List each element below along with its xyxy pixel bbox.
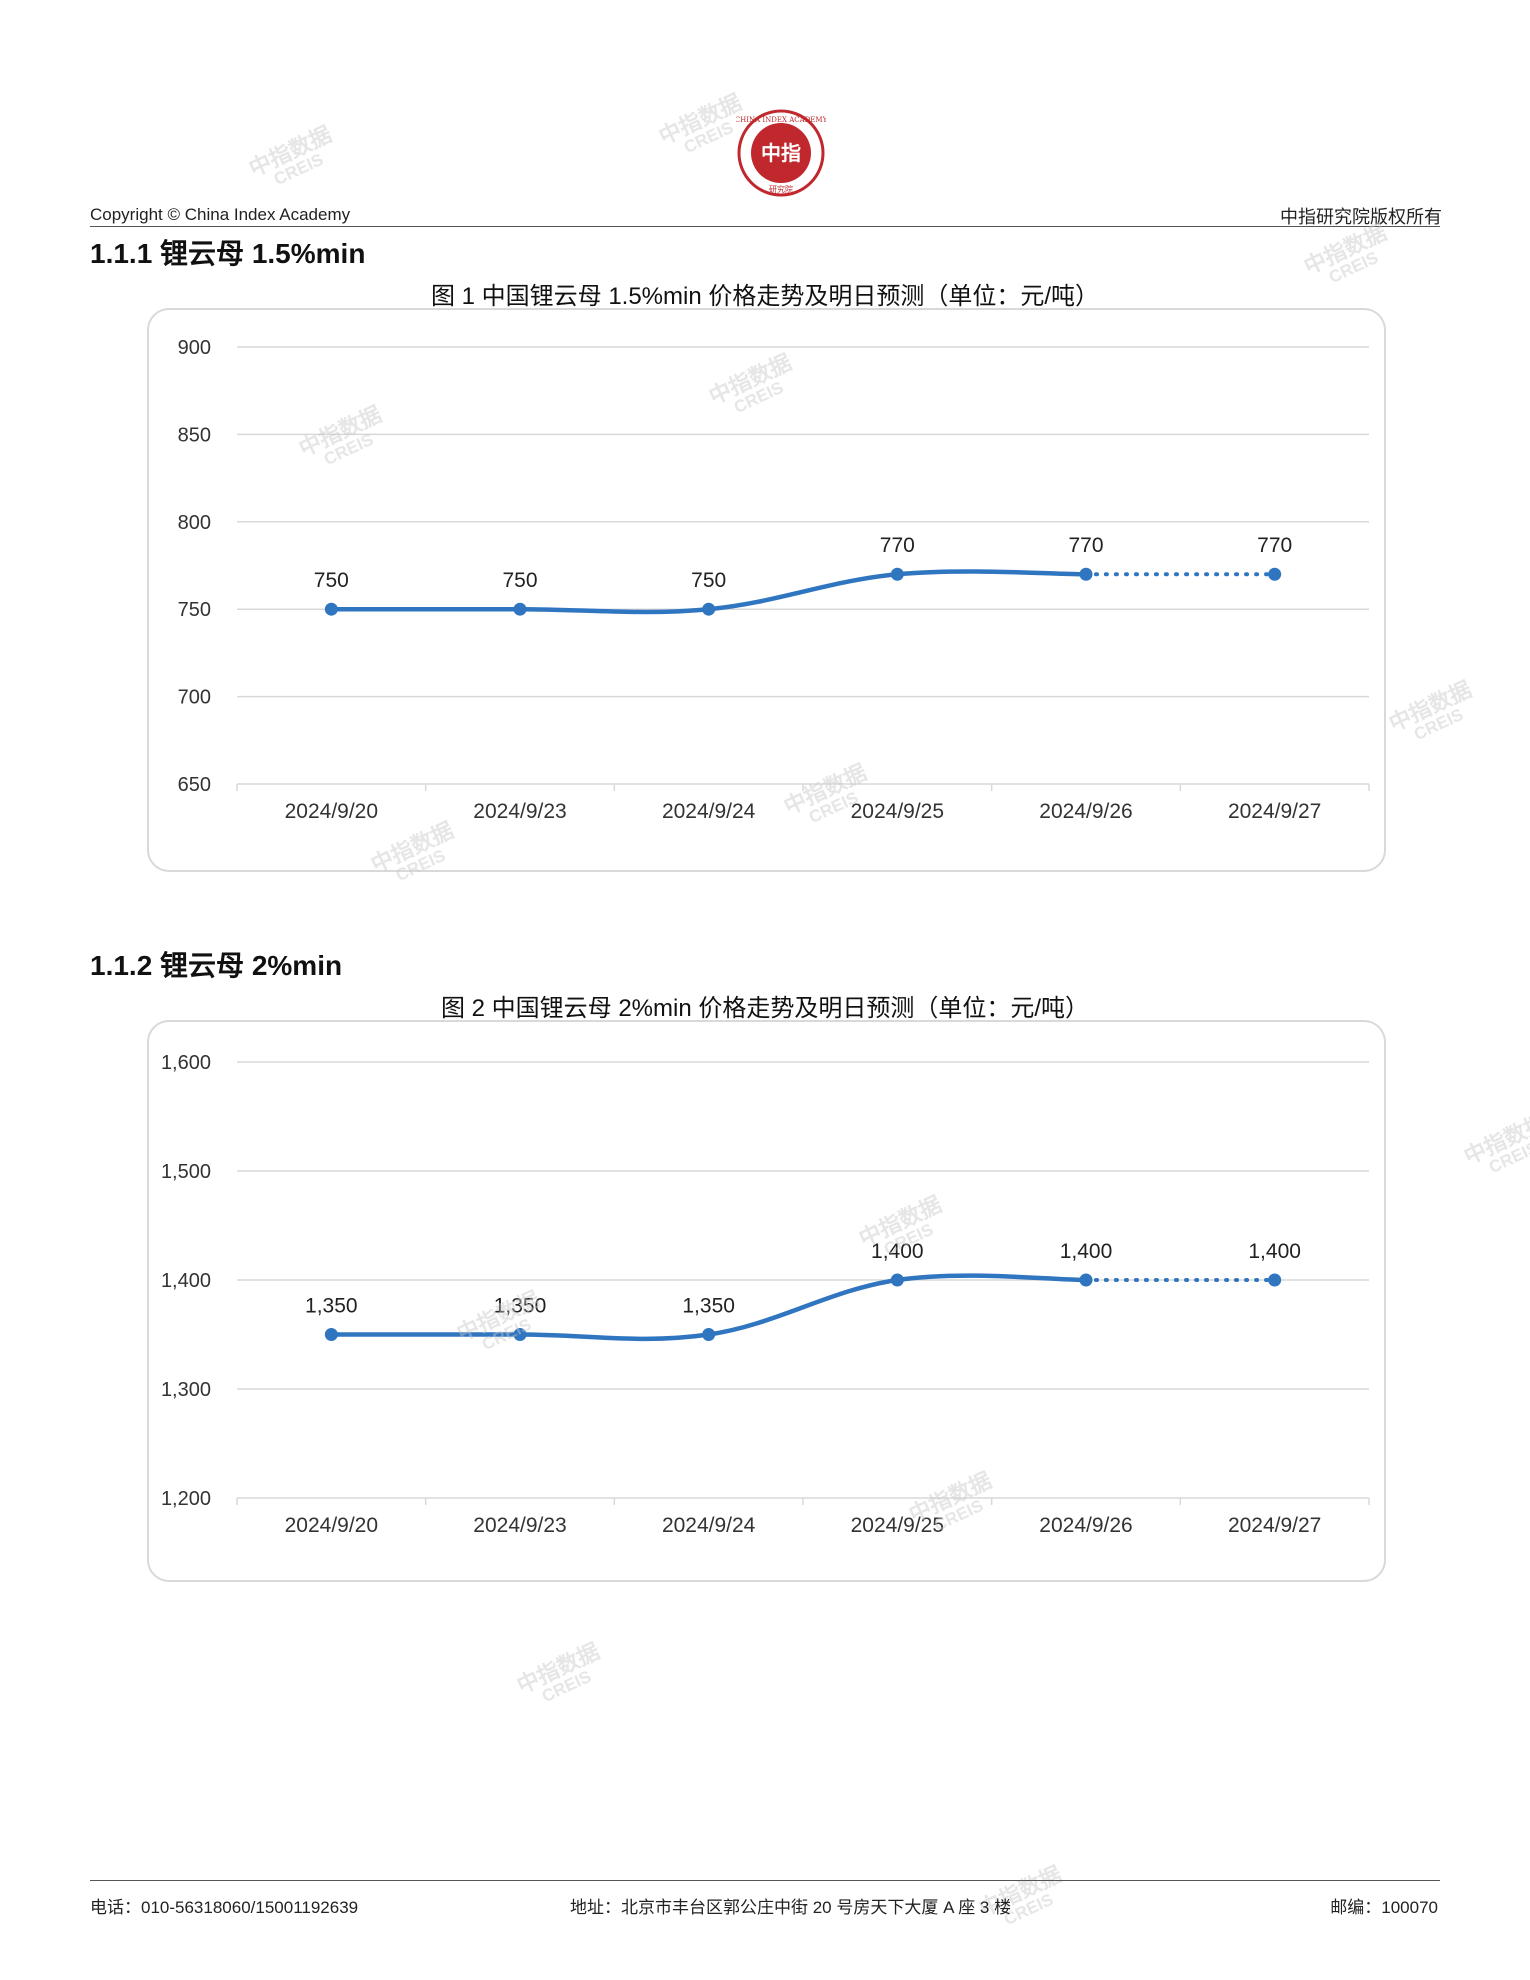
data-label: 770 [1068, 534, 1103, 557]
data-point [324, 602, 338, 616]
x-tick-label: 2024/9/20 [285, 1514, 378, 1537]
data-point [890, 1273, 904, 1287]
chart-2: 1,200 1,300 1,400 1,500 1,600 2024/9/20 2024/9… [147, 1020, 1386, 1582]
footer-divider [90, 1880, 1440, 1881]
section-heading-2: 1.1.2 锂云母 2%min [90, 950, 343, 981]
data-point [702, 602, 716, 616]
x-tick-label: 2024/9/20 [285, 800, 378, 823]
watermark: 中指数据 CREIS [513, 1638, 604, 1707]
y-tick-label: 650 [178, 774, 211, 796]
china-index-academy-logo: CHINA INDEX ACADEMY 中指 研究院 [735, 108, 828, 198]
watermark: 中指数据 CREIS [1460, 1109, 1530, 1178]
footer-postcode: 邮编：100070 [1330, 1898, 1438, 1917]
x-tick-label: 2024/9/23 [473, 1514, 566, 1537]
chart-2-svg: 1,200 1,300 1,400 1,500 1,600 2024/9/20 2024/9… [161, 1052, 1370, 1537]
chart-1-svg: 650 700 750 800 850 900 2024/9/20 2024/9/23 2024… [178, 337, 1370, 823]
x-tick-label: 2024/9/27 [1228, 1514, 1321, 1537]
data-point [1079, 1273, 1093, 1287]
y-tick-label: 1,200 [161, 1488, 211, 1510]
data-point [1079, 567, 1093, 581]
logo-top-text: CHINA INDEX ACADEMY [736, 116, 826, 124]
data-point [890, 567, 904, 581]
logo-center-text: 中指 [761, 141, 801, 165]
data-point [324, 1328, 338, 1341]
section-heading-1: 1.1.1 锂云母 1.5%min [90, 238, 366, 269]
logo-bottom-text: 研究院 [769, 184, 793, 194]
data-point [702, 1328, 716, 1341]
y-tick-label: 750 [178, 599, 211, 621]
data-label: 750 [691, 569, 726, 592]
data-label: 1,400 [871, 1240, 924, 1263]
x-tick-label: 2024/9/24 [662, 800, 756, 823]
x-tick-label: 2024/9/26 [1039, 800, 1132, 823]
watermark: 中指数据 CREIS [245, 121, 336, 190]
y-tick-label: 800 [178, 512, 211, 534]
data-label: 750 [502, 569, 537, 592]
data-label: 750 [314, 569, 349, 592]
footer-phone: 电话：010-56318060/15001192639 [90, 1898, 359, 1917]
x-tick-label: 2024/9/23 [473, 800, 566, 823]
y-tick-label: 1,400 [161, 1270, 211, 1292]
y-tick-label: 700 [178, 687, 211, 709]
figure-title-2: 图 2 中国锂云母 2%min 价格走势及明日预测（单位：元/吨） [440, 995, 1090, 1022]
data-label: 1,400 [1248, 1240, 1301, 1263]
y-tick-label: 900 [178, 337, 211, 359]
x-tick-label: 2024/9/26 [1039, 1514, 1132, 1537]
header-divider [90, 226, 1440, 227]
data-label: 770 [1257, 534, 1292, 557]
x-tick-label: 2024/9/25 [851, 800, 944, 823]
data-label: 770 [880, 534, 915, 557]
x-tick-label: 2024/9/27 [1228, 800, 1321, 823]
data-point [513, 1328, 527, 1341]
x-tick-label: 2024/9/25 [851, 1514, 944, 1537]
data-point [1268, 1273, 1282, 1287]
watermark: 中指数据 CREIS [1385, 676, 1476, 745]
data-label: 1,350 [682, 1295, 735, 1318]
data-label: 1,350 [494, 1295, 547, 1318]
data-label: 1,400 [1060, 1240, 1113, 1263]
x-tick-label: 2024/9/24 [662, 1514, 756, 1537]
data-point [1268, 567, 1282, 581]
y-tick-label: 1,300 [161, 1379, 211, 1401]
y-tick-label: 1,500 [161, 1161, 211, 1183]
rights-text: 中指研究院版权所有 [1280, 207, 1442, 228]
copyright-text: Copyright © China Index Academy [90, 205, 351, 224]
data-label: 1,350 [305, 1295, 358, 1318]
chart-1: 650 700 750 800 850 900 2024/9/20 2024/9/23 2024… [147, 308, 1386, 872]
footer-address: 地址：北京市丰台区郭公庄中街 20 号房天下大厦 A 座 3 楼 [570, 1898, 1012, 1917]
y-tick-label: 850 [178, 424, 211, 446]
data-point [513, 602, 527, 616]
figure-title-1: 图 1 中国锂云母 1.5%min 价格走势及明日预测（单位：元/吨） [430, 283, 1100, 310]
y-tick-label: 1,600 [161, 1052, 211, 1074]
